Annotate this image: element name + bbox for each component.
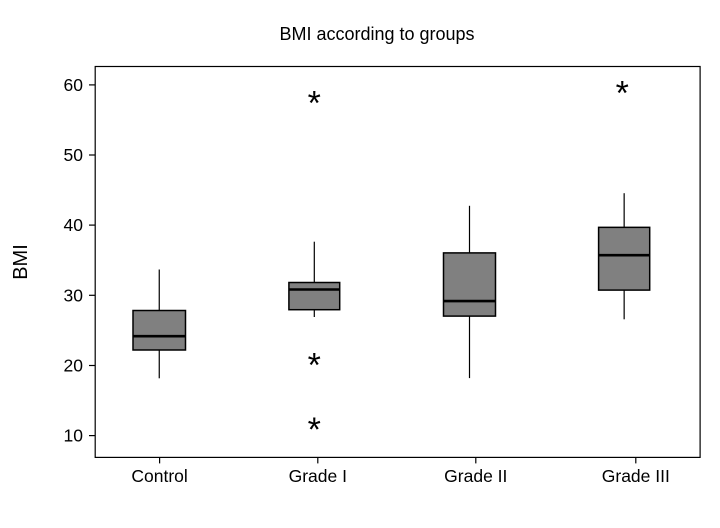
svg-text:60: 60 [64,75,84,95]
svg-text:BMI: BMI [10,244,32,280]
svg-text:*: * [308,85,321,123]
svg-text:50: 50 [64,145,84,165]
svg-text:*: * [308,411,321,449]
svg-text:30: 30 [64,285,84,305]
svg-text:20: 20 [64,356,84,376]
svg-text:BMI according to groups: BMI according to groups [279,24,474,44]
svg-text:*: * [616,74,629,112]
svg-text:Control: Control [131,466,187,486]
svg-text:10: 10 [64,426,84,446]
svg-text:Grade I: Grade I [289,466,347,486]
svg-text:*: * [308,346,321,384]
svg-text:Grade II: Grade II [444,466,507,486]
svg-text:40: 40 [64,215,84,235]
svg-text:Grade III: Grade III [602,466,670,486]
